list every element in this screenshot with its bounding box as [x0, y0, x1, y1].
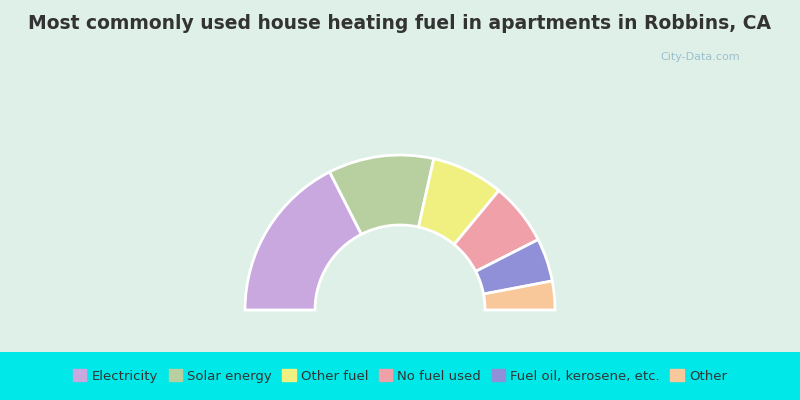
Wedge shape [418, 159, 499, 244]
Wedge shape [476, 240, 552, 294]
Wedge shape [245, 172, 362, 310]
Wedge shape [330, 155, 434, 234]
Text: Most commonly used house heating fuel in apartments in Robbins, CA: Most commonly used house heating fuel in… [29, 14, 771, 33]
Bar [0, 0, 800, 352]
Text: City-Data.com: City-Data.com [660, 52, 740, 62]
Legend: Electricity, Solar energy, Other fuel, No fuel used, Fuel oil, kerosene, etc., O: Electricity, Solar energy, Other fuel, N… [68, 364, 732, 388]
Wedge shape [454, 190, 538, 272]
Wedge shape [483, 281, 555, 310]
